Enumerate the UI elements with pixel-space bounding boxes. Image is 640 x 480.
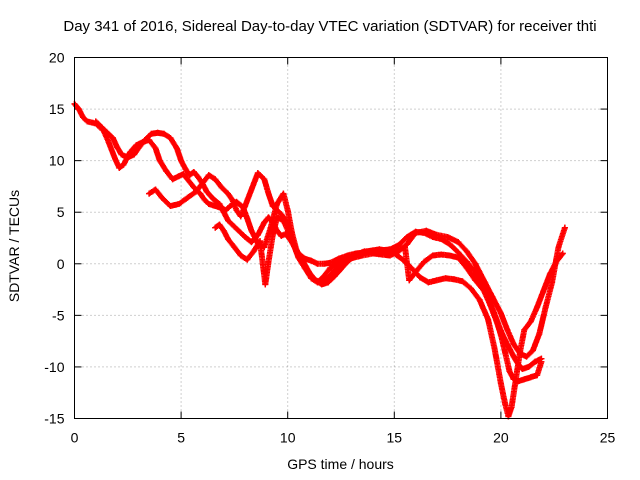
series-3 — [212, 214, 545, 385]
axis-ticks: 0 5 10 15 20 25 -15 -10 -5 0 5 10 15 20 — [44, 50, 615, 446]
y-tick-label: -5 — [52, 307, 65, 323]
y-tick-label: 5 — [57, 204, 65, 220]
x-tick-label: 25 — [600, 430, 616, 446]
y-tick-label: -10 — [44, 359, 64, 375]
chart-title: Day 341 of 2016, Sidereal Day-to-day VTE… — [63, 18, 597, 35]
data-points — [71, 100, 568, 420]
x-tick-label: 5 — [177, 430, 185, 446]
y-axis-label: SDTVAR / TECUs — [6, 189, 22, 303]
x-tick-label: 15 — [387, 430, 403, 446]
y-tick-label: 20 — [49, 50, 65, 66]
y-tick-label: 10 — [49, 153, 65, 169]
y-tick-label: 15 — [49, 101, 65, 117]
x-axis-label: GPS time / hours — [287, 456, 394, 472]
x-tick-label: 20 — [493, 430, 509, 446]
y-tick-label: 0 — [57, 256, 65, 272]
y-tick-label: -15 — [44, 411, 64, 427]
x-tick-label: 10 — [280, 430, 296, 446]
series-trace — [212, 214, 545, 385]
plot-frame — [74, 57, 608, 419]
x-tick-label: 0 — [71, 430, 79, 446]
